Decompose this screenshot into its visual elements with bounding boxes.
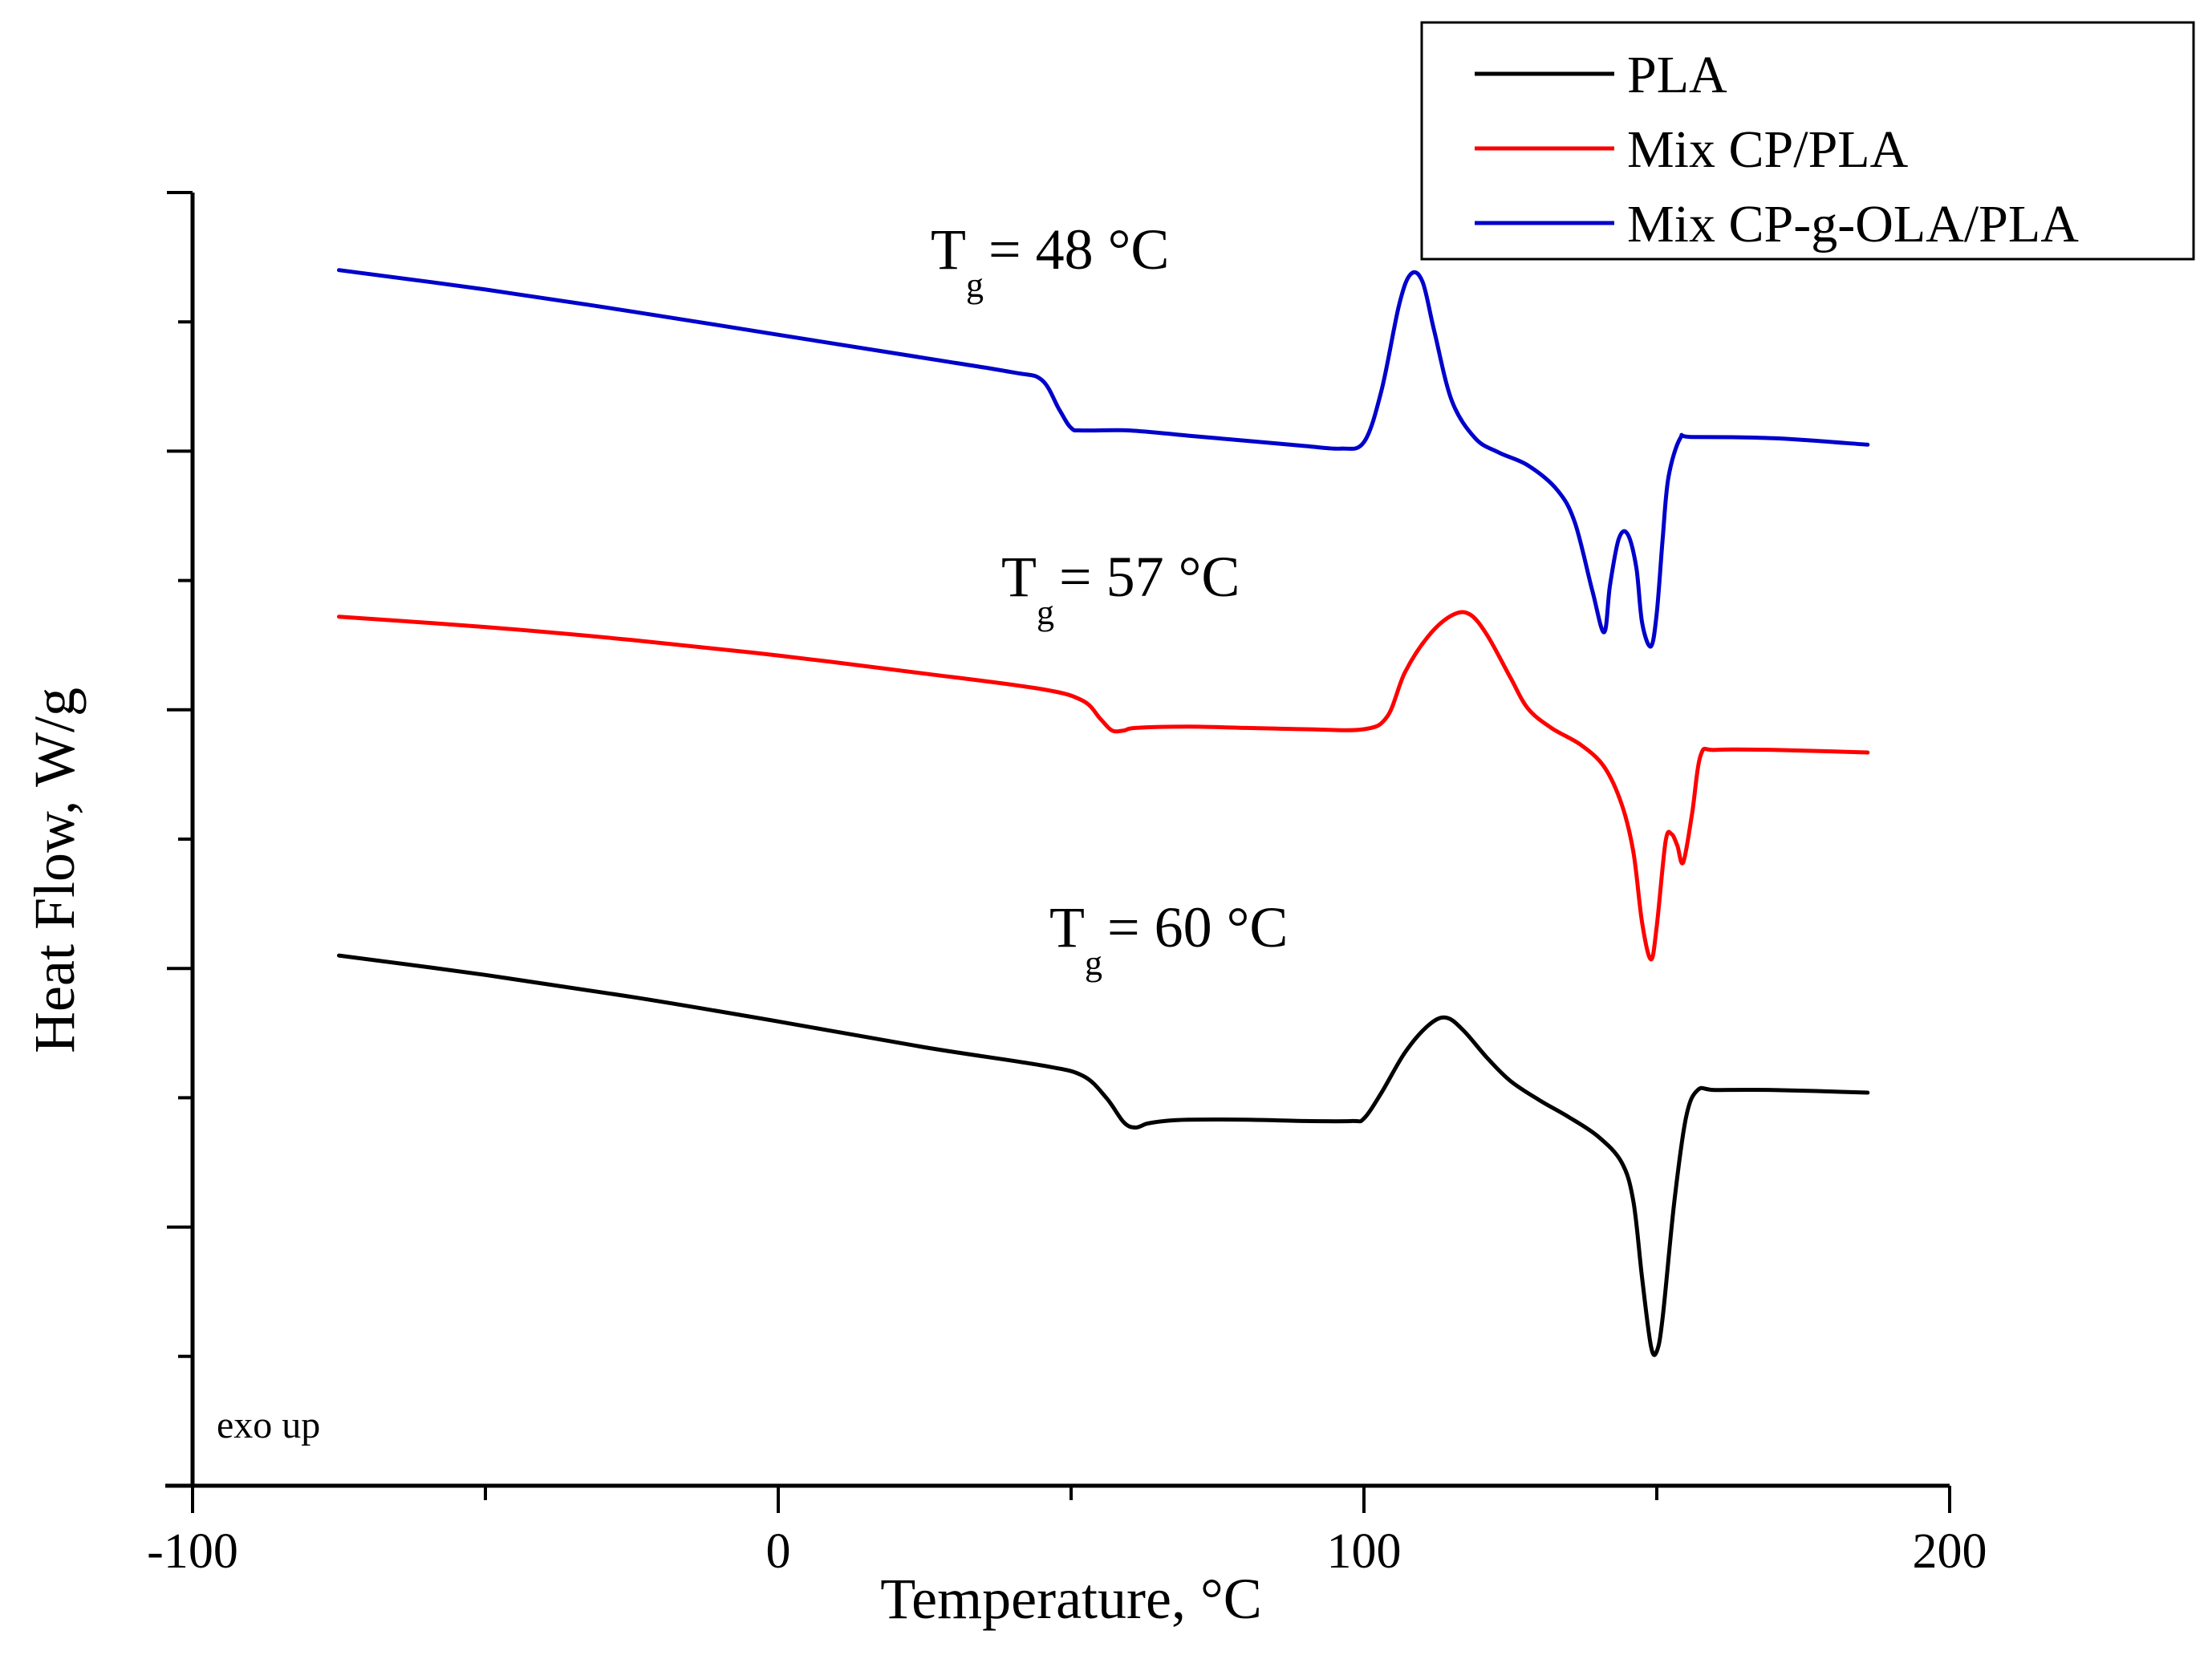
tg-annotation-main: T <box>1049 895 1085 959</box>
legend-label-mix-cp-g-ola-pla: Mix CP-g-OLA/PLA <box>1627 195 2079 254</box>
series-group <box>337 268 1870 1357</box>
series-line-mix-cp-g-ola-pla <box>337 268 1870 649</box>
tg-annotation-main: T <box>1001 545 1037 609</box>
tg-annotation-value: = 48 °C <box>988 217 1169 282</box>
tg-annotation-value: = 60 °C <box>1107 895 1288 959</box>
y-axis-title: Heat Flow, W/g <box>22 688 87 1053</box>
axes: -100 0 100 200 <box>147 191 1987 1579</box>
tg-annotation-value: = 57 °C <box>1059 545 1240 609</box>
exo-up-note: exo up <box>217 1404 320 1446</box>
tg-annotation-pla: T g = 60 °C <box>1049 895 1288 983</box>
x-tick-label: 100 <box>1327 1524 1402 1579</box>
legend-label-pla: PLA <box>1627 46 1727 104</box>
series-line-mix-cp-pla <box>337 610 1870 962</box>
x-ticks <box>191 1486 1951 1513</box>
x-tick-label: 0 <box>766 1524 791 1579</box>
tg-annotation-cp-g-ola: T g = 48 °C <box>931 217 1169 305</box>
tg-annotation-subscript: g <box>966 266 984 305</box>
x-tick-labels: -100 0 100 200 <box>147 1524 1987 1579</box>
tg-annotation-main: T <box>931 217 966 282</box>
y-ticks <box>167 191 193 1487</box>
series-line-pla <box>337 953 1870 1357</box>
legend: PLA Mix CP/PLA Mix CP-g-OLA/PLA <box>1420 21 2195 261</box>
tg-annotation-subscript: g <box>1085 943 1102 983</box>
tg-annotation-cp: T g = 57 °C <box>1001 545 1240 632</box>
legend-label-mix-cp-pla: Mix CP/PLA <box>1627 120 1909 179</box>
x-tick-label: 200 <box>1913 1524 1987 1579</box>
x-tick-label: -100 <box>147 1524 238 1579</box>
legend-box <box>1420 21 2195 261</box>
x-axis-title: Temperature, °C <box>880 1567 1262 1631</box>
tg-annotation-subscript: g <box>1037 593 1054 632</box>
